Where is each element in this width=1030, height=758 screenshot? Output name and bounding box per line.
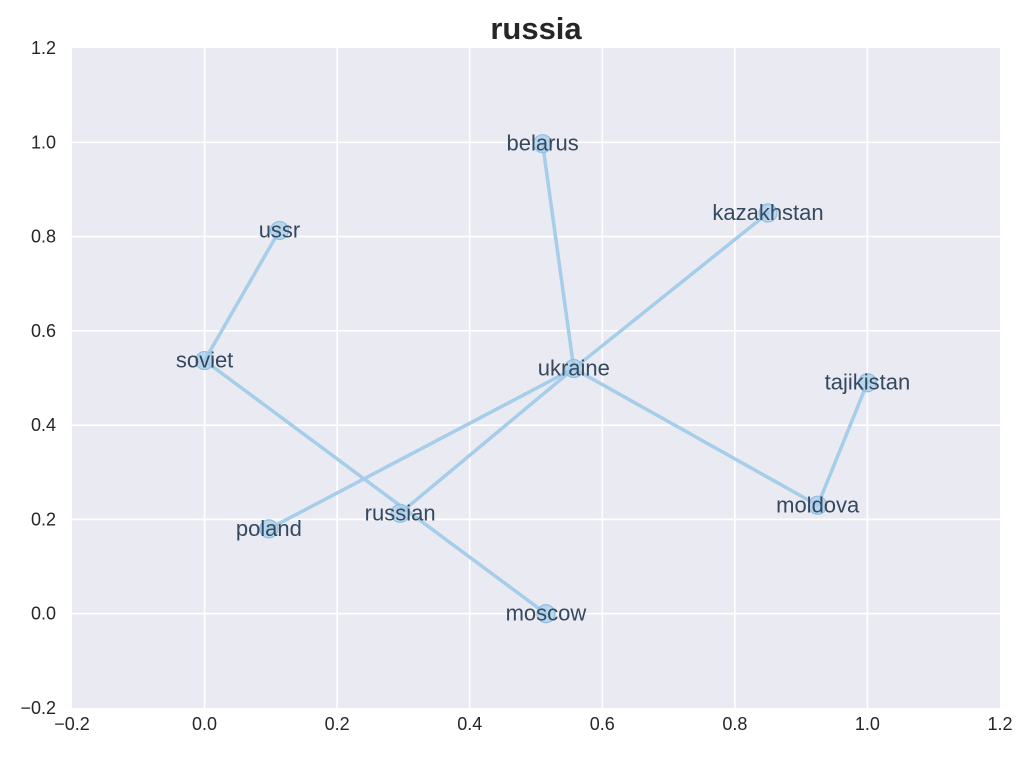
label-kazakhstan: kazakhstan xyxy=(712,200,823,225)
y-tick-label: 0.6 xyxy=(31,321,56,341)
x-tick-label: 0.0 xyxy=(192,714,217,734)
edge-ukraine-moldova xyxy=(572,366,820,508)
node-belarus xyxy=(533,134,553,154)
node-soviet xyxy=(194,350,215,371)
node-russian xyxy=(390,503,410,523)
label-russian: russian xyxy=(365,500,436,525)
y-tick-label: 0.2 xyxy=(31,509,56,529)
label-belarus: belarus xyxy=(507,131,579,156)
x-tick-label: 0.4 xyxy=(457,714,482,734)
x-tick-label: 0.8 xyxy=(722,714,747,734)
x-tick-label: 1.2 xyxy=(987,714,1012,734)
edge-ukraine-kazakhstan xyxy=(572,211,770,371)
edge-moldova-tajikistan xyxy=(815,380,870,508)
nodes xyxy=(194,134,878,624)
x-tick-label: 0.2 xyxy=(325,714,350,734)
node-ussr xyxy=(269,220,290,241)
label-tajikistan: tajikistan xyxy=(825,370,911,395)
node-tajikistan xyxy=(857,373,878,393)
y-axis-ticks: −0.2 0.0 0.2 0.4 0.6 0.8 1.0 1.2 xyxy=(20,38,56,718)
node-moscow xyxy=(536,604,556,624)
point-labels: ussr soviet belarus kazakhstan ukraine tajiki… xyxy=(176,131,910,626)
label-poland: poland xyxy=(236,516,302,541)
chart-title: russia xyxy=(490,11,582,46)
edge-ukraine-russian xyxy=(398,366,576,516)
node-ukraine xyxy=(564,358,584,379)
y-tick-label: 1.2 xyxy=(31,38,56,58)
label-moldova: moldova xyxy=(776,492,860,517)
edge-belarus-ukraine xyxy=(540,141,576,371)
y-tick-label: 1.0 xyxy=(31,132,56,152)
x-tick-label: 0.6 xyxy=(590,714,615,734)
label-ussr: ussr xyxy=(259,217,301,242)
x-tick-label: 1.0 xyxy=(855,714,880,734)
label-ukraine: ukraine xyxy=(538,356,610,381)
y-tick-label: 0.0 xyxy=(31,604,56,624)
x-tick-label: −0.2 xyxy=(54,714,90,734)
edges xyxy=(202,141,870,616)
y-tick-label: −0.2 xyxy=(20,698,56,718)
node-kazakhstan xyxy=(758,203,778,223)
y-tick-label: 0.4 xyxy=(31,415,56,435)
node-poland xyxy=(259,519,279,539)
label-moscow: moscow xyxy=(506,601,587,626)
x-axis-ticks: −0.2 0.0 0.2 0.4 0.6 0.8 1.0 1.2 xyxy=(54,714,1012,734)
grid-lines xyxy=(72,48,1000,708)
label-soviet: soviet xyxy=(176,348,233,373)
edge-ukraine-poland xyxy=(267,366,576,531)
edge-soviet-moscow xyxy=(202,358,548,616)
edge-ussr-soviet xyxy=(202,228,282,363)
y-tick-label: 0.8 xyxy=(31,227,56,247)
node-moldova xyxy=(808,495,828,515)
